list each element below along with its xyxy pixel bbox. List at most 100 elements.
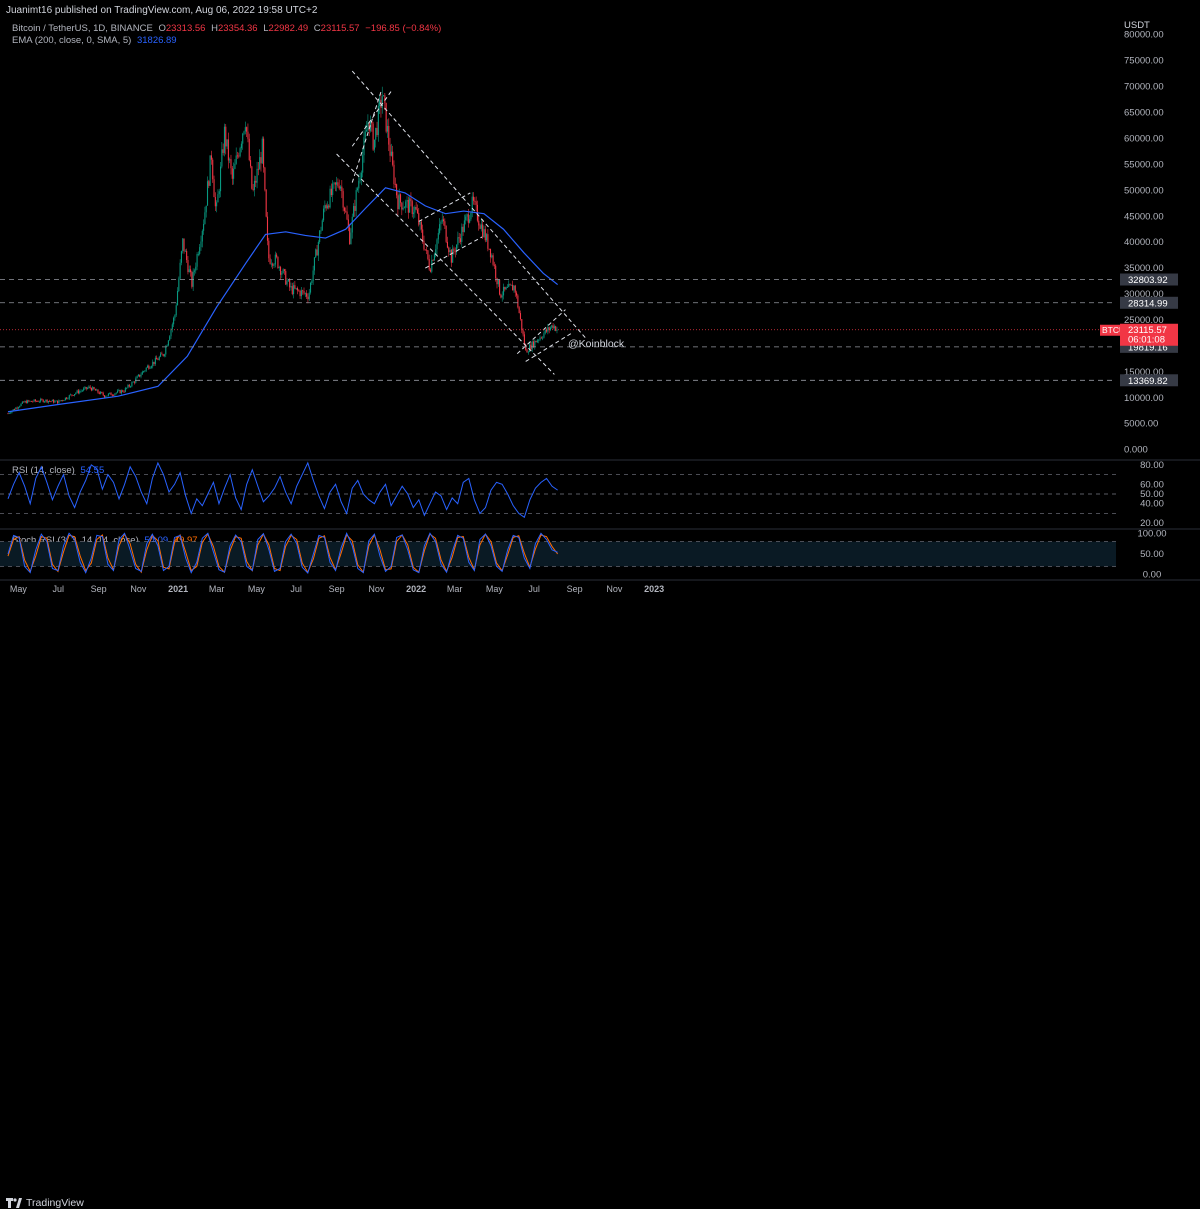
candle-body — [217, 194, 219, 203]
candle-body — [169, 336, 171, 341]
candle-body — [334, 182, 336, 185]
candle-body — [244, 127, 246, 132]
candle-body — [248, 138, 250, 161]
candle-body — [109, 392, 111, 394]
candle-body — [307, 296, 309, 300]
candle-body — [354, 206, 356, 211]
candle-body — [166, 345, 168, 347]
candle-body — [375, 127, 377, 140]
candle-body — [94, 389, 96, 391]
candle-body — [294, 285, 296, 289]
rsi-tick-label: 20.00 — [1140, 518, 1164, 529]
candle-body — [384, 95, 386, 103]
open-value: 23313.56 — [165, 23, 206, 34]
candle-body — [235, 155, 237, 164]
candle-body — [392, 151, 394, 165]
candle-body — [552, 325, 554, 329]
candle-body — [326, 205, 329, 209]
candle-body — [141, 371, 143, 375]
candle-body — [7, 413, 9, 415]
candle-body — [270, 263, 272, 265]
candle-body — [171, 324, 173, 330]
candle-body — [482, 224, 484, 238]
candle-body — [247, 131, 249, 139]
candle-body — [46, 399, 48, 403]
candle-body — [144, 370, 146, 372]
candle-body — [394, 184, 396, 185]
candle-body — [80, 390, 82, 392]
candle-body — [317, 241, 319, 256]
candle-body — [296, 288, 299, 291]
candle-body — [444, 221, 446, 226]
candle-body — [45, 399, 47, 402]
time-tick-label: Sep — [329, 584, 345, 594]
candle-body — [182, 238, 184, 252]
current-price-box — [1120, 323, 1178, 346]
tradingview-brand[interactable]: TradingView — [6, 1197, 84, 1209]
candle-body — [484, 229, 486, 241]
candle-body — [306, 293, 308, 297]
candle-body — [273, 264, 275, 266]
rsi-tick-label: 60.00 — [1140, 479, 1164, 490]
candle-body — [239, 148, 241, 157]
candle-body — [362, 155, 364, 173]
price-tick-label: 35000.00 — [1124, 263, 1164, 274]
candle-body — [405, 201, 407, 208]
candle-body — [62, 400, 64, 402]
candle-body — [429, 269, 432, 272]
candle-body — [353, 206, 355, 217]
candle-body — [229, 159, 231, 161]
candle-body — [420, 221, 422, 230]
stoch-tick-label: 50.00 — [1140, 549, 1164, 560]
candle-body — [456, 244, 458, 253]
channel-trendline — [351, 70, 587, 339]
candle-body — [186, 250, 188, 261]
candle-body — [406, 199, 408, 202]
stoch-k-line — [7, 532, 558, 575]
candle-body — [25, 400, 27, 404]
candle-body — [51, 399, 53, 402]
candle-body — [285, 270, 287, 285]
candle-body — [372, 123, 374, 150]
candle-body — [431, 260, 433, 272]
price-tick-label: 25000.00 — [1124, 315, 1164, 326]
candle-body — [220, 166, 222, 192]
candle-body — [100, 391, 102, 394]
rsi-tick-label: 80.00 — [1140, 460, 1164, 471]
candle-body — [544, 329, 546, 334]
candle-body — [50, 401, 52, 402]
candle-body — [452, 248, 454, 263]
price-tick-label: 45000.00 — [1124, 211, 1164, 222]
candle-body — [97, 389, 99, 393]
candle-body — [449, 249, 451, 253]
candle-body — [150, 366, 152, 368]
candle-body — [126, 387, 128, 389]
candle-body — [316, 249, 318, 256]
candle-body — [398, 194, 400, 210]
candle-body — [298, 290, 300, 292]
time-tick-label: Jul — [528, 584, 540, 594]
candle-body — [140, 374, 142, 377]
candle-body — [178, 278, 180, 292]
candle-body — [234, 163, 236, 169]
candle-body — [42, 399, 44, 403]
candle-body — [265, 189, 267, 217]
candle-body — [516, 292, 518, 296]
low-label: L — [263, 23, 269, 34]
candle-body — [203, 223, 205, 231]
candle-body — [205, 205, 207, 213]
candle-body — [266, 216, 269, 241]
candle-body — [427, 250, 429, 259]
candle-body — [251, 166, 253, 189]
candle-body — [433, 254, 435, 261]
time-tick-label: May — [10, 584, 28, 594]
candle-body — [127, 384, 129, 388]
candle-body — [148, 365, 150, 369]
candle-body — [27, 400, 29, 404]
candle-body — [475, 201, 477, 205]
candle-body — [92, 387, 94, 391]
candle-body — [536, 340, 538, 343]
candle-body — [339, 186, 342, 189]
candle-body — [479, 225, 481, 229]
